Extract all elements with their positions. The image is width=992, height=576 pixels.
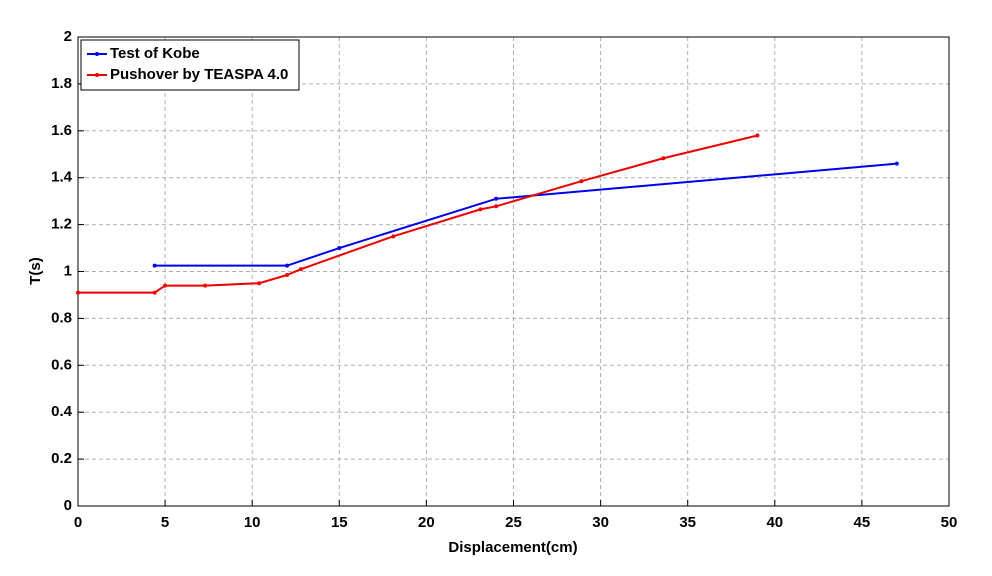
y-tick-label: 0 xyxy=(64,497,72,514)
y-tick-label: 0.2 xyxy=(51,450,72,467)
y-tick-label: 0.8 xyxy=(51,309,72,326)
data-point xyxy=(298,267,303,272)
legend: Test of Kobe Pushover by TEASPA 4.0 xyxy=(80,39,300,91)
x-tick-label: 45 xyxy=(854,514,871,531)
x-tick-label: 40 xyxy=(766,514,783,531)
data-point xyxy=(478,207,483,212)
data-point xyxy=(755,133,760,138)
data-point xyxy=(579,179,584,184)
data-point xyxy=(163,283,168,288)
data-point xyxy=(285,273,290,278)
x-tick-label: 0 xyxy=(74,514,82,531)
x-tick-label: 5 xyxy=(161,514,169,531)
data-point xyxy=(661,156,666,161)
y-tick-label: 1.4 xyxy=(51,169,73,186)
x-tick-label: 20 xyxy=(418,514,435,531)
x-axis-label: Displacement(cm) xyxy=(448,539,577,556)
legend-box xyxy=(80,39,300,91)
legend-label: Test of Kobe xyxy=(110,45,200,62)
data-point xyxy=(152,290,157,295)
x-tick-label: 30 xyxy=(592,514,609,531)
x-tick-label: 10 xyxy=(244,514,261,531)
x-tick-label: 25 xyxy=(505,514,522,531)
data-point xyxy=(894,161,899,166)
y-tick-label: 1.6 xyxy=(51,122,72,139)
data-point xyxy=(494,204,499,209)
data-point xyxy=(257,281,262,286)
data-point xyxy=(337,246,342,251)
legend-marker xyxy=(95,73,99,77)
x-tick-label: 15 xyxy=(331,514,348,531)
data-point xyxy=(391,234,396,239)
y-tick-label: 0.4 xyxy=(51,403,73,420)
y-axis-label: T(s) xyxy=(27,257,44,285)
data-point xyxy=(494,196,499,201)
data-point xyxy=(76,290,80,295)
data-point xyxy=(285,263,290,268)
y-tick-label: 1.2 xyxy=(51,216,72,233)
y-tick-label: 1 xyxy=(64,262,72,279)
legend-marker xyxy=(95,52,99,56)
y-tick-label: 1.8 xyxy=(51,75,72,92)
legend-label: Pushover by TEASPA 4.0 xyxy=(110,66,288,83)
y-tick-label: 2 xyxy=(64,28,72,45)
data-point xyxy=(152,263,157,268)
x-tick-label: 35 xyxy=(679,514,696,531)
plot-frame xyxy=(77,36,950,507)
data-point xyxy=(203,283,208,288)
x-tick-label: 50 xyxy=(941,514,958,531)
y-tick-label: 0.6 xyxy=(51,356,72,373)
